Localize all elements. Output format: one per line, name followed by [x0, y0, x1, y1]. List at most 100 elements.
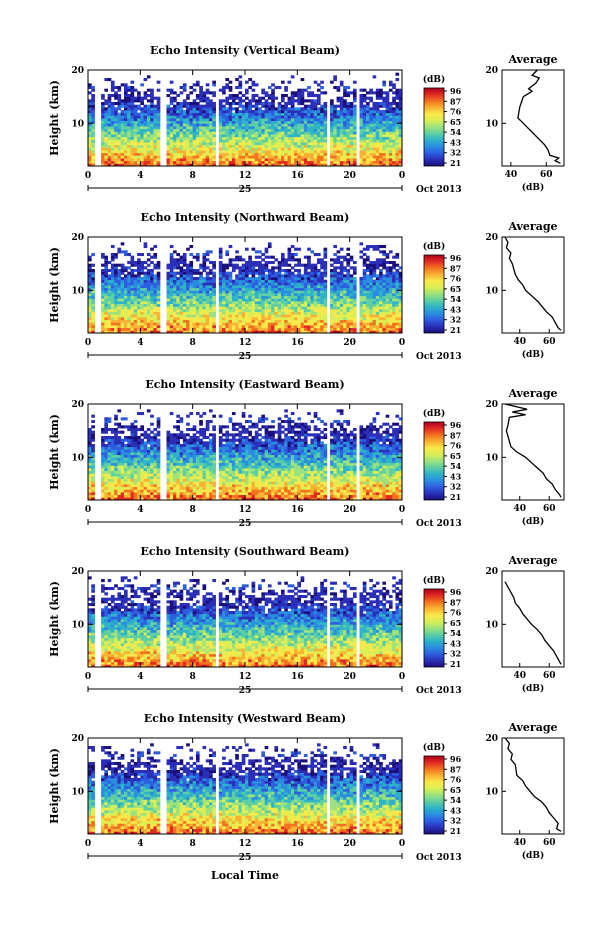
heatmap-cell	[209, 250, 213, 254]
heatmap-cell	[195, 322, 200, 326]
heatmap-cell	[195, 150, 200, 154]
heatmap-cell	[212, 303, 216, 307]
heatmap-cell	[375, 150, 380, 154]
heatmap-cell	[202, 94, 207, 98]
heatmap-cell	[267, 112, 272, 116]
heatmap-cell	[88, 155, 92, 159]
heatmap-cell	[313, 293, 318, 297]
heatmap-cell	[359, 322, 364, 326]
heatmap-cell	[398, 314, 403, 318]
heatmap-cell	[310, 147, 315, 151]
x-tick-label: 0	[85, 171, 91, 181]
heatmap-cell	[290, 120, 295, 124]
heatmap-cell	[369, 139, 373, 143]
heatmap-cell	[228, 86, 233, 90]
heatmap-cell	[120, 160, 125, 164]
heatmap-cell	[146, 128, 151, 132]
heatmap-cell	[202, 282, 207, 286]
heatmap-cell	[195, 285, 200, 289]
heatmap-cell	[228, 107, 233, 111]
heatmap-cell	[388, 150, 393, 154]
heatmap-cell	[205, 285, 210, 289]
heatmap-cell	[123, 104, 128, 108]
heatmap-cell	[225, 144, 230, 148]
heatmap-cell	[146, 107, 151, 111]
heatmap-cell	[274, 306, 279, 310]
heatmap-cell	[199, 295, 203, 299]
heatmap-cell	[120, 263, 125, 267]
heatmap-cell	[120, 266, 125, 270]
heatmap-cell	[137, 147, 141, 151]
heatmap-cell	[195, 287, 200, 291]
heatmap-cell	[320, 295, 324, 299]
heatmap-cell	[251, 298, 256, 302]
heatmap-cell	[176, 311, 180, 315]
heatmap-cell	[107, 128, 112, 132]
heatmap-cell	[388, 147, 393, 151]
heatmap-cell	[202, 311, 207, 315]
heatmap-cell	[395, 263, 400, 267]
heatmap-cell	[284, 317, 288, 321]
heatmap-cell	[395, 104, 400, 108]
heatmap-cell	[352, 139, 357, 143]
heatmap-cell	[346, 115, 351, 119]
heatmap-cell	[228, 126, 233, 130]
heatmap-cell	[192, 314, 197, 318]
heatmap-cell	[192, 158, 197, 162]
heatmap-cell	[316, 290, 321, 294]
heatmap-cell	[117, 287, 122, 291]
heatmap-cell	[202, 327, 207, 331]
heatmap-cell	[114, 110, 118, 114]
heatmap-cell	[120, 250, 125, 254]
heatmap-cell	[173, 99, 177, 103]
heatmap-cell	[362, 136, 367, 140]
heatmap-cell	[310, 163, 315, 167]
heatmap-cell	[333, 330, 337, 334]
heatmap-cell	[91, 325, 95, 329]
heatmap-cells	[88, 242, 403, 334]
heatmap-cell	[107, 298, 112, 302]
heatmap-cell	[287, 126, 292, 130]
heatmap-cell	[143, 126, 148, 130]
heatmap-cell	[238, 112, 243, 116]
heatmap-cell	[114, 303, 118, 307]
heatmap-cell	[300, 327, 305, 331]
heatmap-cell	[303, 314, 308, 318]
heatmap-cell	[140, 155, 144, 159]
heatmap-cell	[382, 144, 387, 148]
heatmap-cell	[104, 99, 109, 103]
heatmap-cell	[235, 317, 239, 321]
heatmap-cell	[372, 269, 377, 273]
heatmap-cell	[392, 142, 396, 146]
heatmap-cell	[238, 126, 243, 130]
heatmap-cell	[218, 279, 223, 283]
heatmap-cell	[362, 107, 367, 111]
heatmap-cell	[225, 285, 230, 289]
heatmap-cell	[349, 112, 354, 116]
heatmap-cell	[336, 152, 341, 156]
heatmap-cell	[166, 88, 171, 92]
heatmap-cell	[349, 301, 354, 305]
heatmap-cell	[202, 147, 207, 151]
heatmap-cell	[320, 134, 324, 138]
heatmap-cell	[173, 158, 177, 162]
heatmap-cell	[290, 163, 295, 167]
heatmap-cell	[258, 120, 262, 124]
heatmap-cell	[375, 322, 380, 326]
heatmap-cell	[379, 163, 383, 167]
heatmap-cell	[346, 139, 351, 143]
heatmap-cell	[140, 277, 144, 281]
heatmap-cell	[245, 112, 249, 116]
heatmap-cell	[382, 325, 387, 329]
heatmap-cell	[310, 327, 315, 331]
heatmap-cell	[316, 327, 321, 331]
heatmap-cell	[156, 80, 161, 84]
heatmap-cell	[143, 314, 148, 318]
heatmap-cell	[254, 123, 259, 127]
heatmap-cell	[156, 274, 161, 278]
heatmap-cell	[110, 160, 115, 164]
heatmap-cell	[209, 309, 213, 313]
heatmap-cell	[388, 266, 393, 270]
heatmap-cell	[336, 274, 341, 278]
heatmap-cell	[127, 314, 131, 318]
